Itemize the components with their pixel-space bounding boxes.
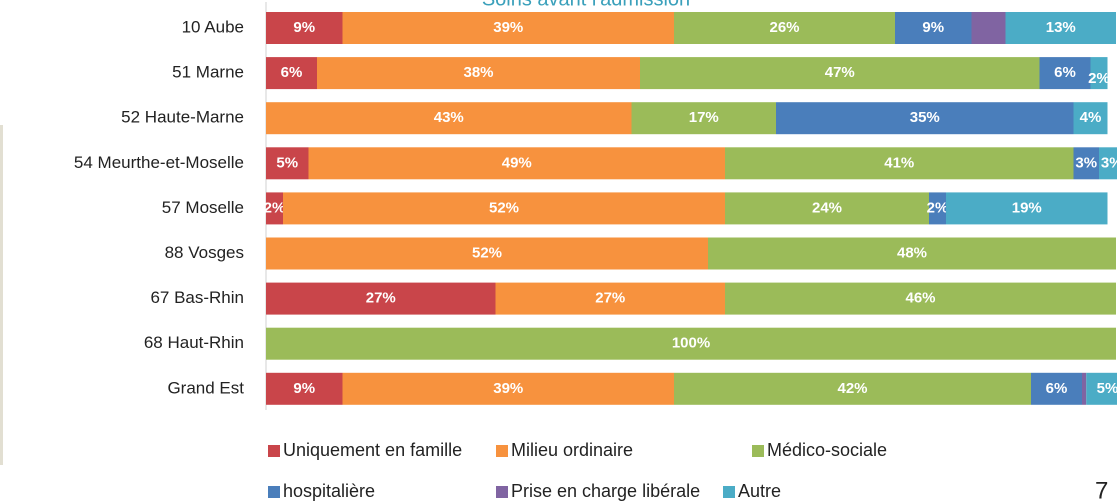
- legend-label: Médico-sociale: [767, 440, 887, 460]
- data-label: 17%: [689, 109, 719, 126]
- bar-segment: [776, 102, 1074, 135]
- data-label: 5%: [276, 154, 298, 171]
- category-label: Grand Est: [167, 378, 244, 397]
- bar-segment: [1073, 102, 1108, 135]
- bar-segment: [266, 237, 708, 270]
- bar-segment: [725, 192, 929, 225]
- bar-segment: [308, 147, 725, 180]
- category-label: 68 Haut-Rhin: [144, 333, 244, 352]
- bar-segment: [725, 282, 1116, 315]
- data-label: 47%: [825, 64, 855, 81]
- bar-segment: [971, 12, 1006, 44]
- bar-segment: [1086, 372, 1117, 405]
- bar-segment: [929, 192, 946, 225]
- bar-segment: [342, 372, 674, 405]
- data-label: 19%: [1012, 199, 1042, 216]
- category-label: 51 Marne: [172, 63, 244, 82]
- data-label: 27%: [366, 290, 396, 307]
- bar-segment: [495, 282, 725, 315]
- data-label: 13%: [1046, 19, 1076, 36]
- legend-swatch: [268, 486, 280, 498]
- data-label: 9%: [293, 380, 315, 397]
- bar-segment: [640, 57, 1040, 90]
- bar-segment: [266, 147, 309, 180]
- data-label: 52%: [472, 244, 502, 261]
- bar-segment: [266, 12, 343, 44]
- data-label: 3%: [1101, 154, 1117, 171]
- data-label: 26%: [769, 19, 799, 36]
- legend-swatch: [496, 445, 508, 457]
- bar-segment: [1082, 372, 1087, 405]
- data-label: 4%: [1080, 109, 1102, 126]
- legend-label: hospitalière: [283, 481, 375, 501]
- data-label: 27%: [595, 290, 625, 307]
- bar-segment: [266, 282, 496, 315]
- data-label: 38%: [463, 64, 493, 81]
- bar-segment: [317, 57, 640, 90]
- bar-segment: [283, 192, 725, 225]
- bar-segment: [266, 192, 283, 225]
- bar-segment: [1090, 57, 1108, 90]
- category-label: 88 Vosges: [165, 243, 244, 262]
- bar-segment: [1073, 147, 1099, 180]
- category-label: 54 Meurthe-et-Moselle: [74, 153, 244, 172]
- bar-segment: [266, 102, 632, 135]
- category-label: 10 Aube: [182, 17, 244, 36]
- bar-segment: [266, 372, 343, 405]
- data-label: 3%: [1075, 154, 1097, 171]
- bar-segment: [266, 57, 317, 90]
- category-label: 67 Bas-Rhin: [150, 288, 244, 307]
- legend-label: Prise en charge libérale: [511, 481, 700, 501]
- legend-swatch: [752, 445, 764, 457]
- bar-segment: [1031, 372, 1082, 405]
- legend-label: Autre: [738, 481, 781, 501]
- data-label: 2%: [264, 199, 286, 216]
- data-label: 2%: [1088, 70, 1110, 87]
- data-label: 41%: [884, 154, 914, 171]
- category-label: 57 Moselle: [162, 198, 244, 217]
- category-label: 52 Haute-Marne: [121, 108, 244, 127]
- data-label: 35%: [910, 109, 940, 126]
- data-label: 43%: [434, 109, 464, 126]
- bar-segment: [946, 192, 1108, 225]
- data-label: 46%: [905, 290, 935, 307]
- bar-segment: [708, 237, 1116, 270]
- bar-segment: [895, 12, 972, 44]
- data-label: 39%: [493, 19, 523, 36]
- data-label: 24%: [812, 199, 842, 216]
- legend-swatch: [496, 486, 508, 498]
- bar-segment: [631, 102, 776, 135]
- data-label: 9%: [293, 19, 315, 36]
- data-label: 2%: [927, 199, 949, 216]
- data-label: 42%: [837, 380, 867, 397]
- legend-label: Uniquement en famille: [283, 440, 462, 460]
- data-label: 52%: [489, 199, 519, 216]
- data-label: 6%: [1046, 380, 1068, 397]
- data-label: 6%: [281, 64, 303, 81]
- data-label: 100%: [672, 335, 710, 352]
- bar-segment: [725, 147, 1074, 180]
- bar-segment: [1099, 147, 1117, 180]
- data-label: 48%: [897, 244, 927, 261]
- bar-segment: [1039, 57, 1091, 90]
- bar-segment: [266, 327, 1116, 360]
- data-label: 9%: [922, 19, 944, 36]
- bar-segment: [1005, 12, 1116, 44]
- legend-label: Milieu ordinaire: [511, 440, 633, 460]
- data-label: 5%: [1097, 380, 1117, 397]
- bar-segment: [674, 12, 895, 44]
- legend-swatch: [268, 445, 280, 457]
- data-label: 6%: [1054, 64, 1076, 81]
- bar-segment: [674, 372, 1031, 405]
- bar-segment: [342, 12, 674, 44]
- chart-title: Soins avant l'admission: [482, 0, 690, 10]
- page-number: 7: [1095, 477, 1108, 503]
- data-label: 39%: [493, 380, 523, 397]
- legend-swatch: [723, 486, 735, 498]
- data-label: 49%: [502, 154, 532, 171]
